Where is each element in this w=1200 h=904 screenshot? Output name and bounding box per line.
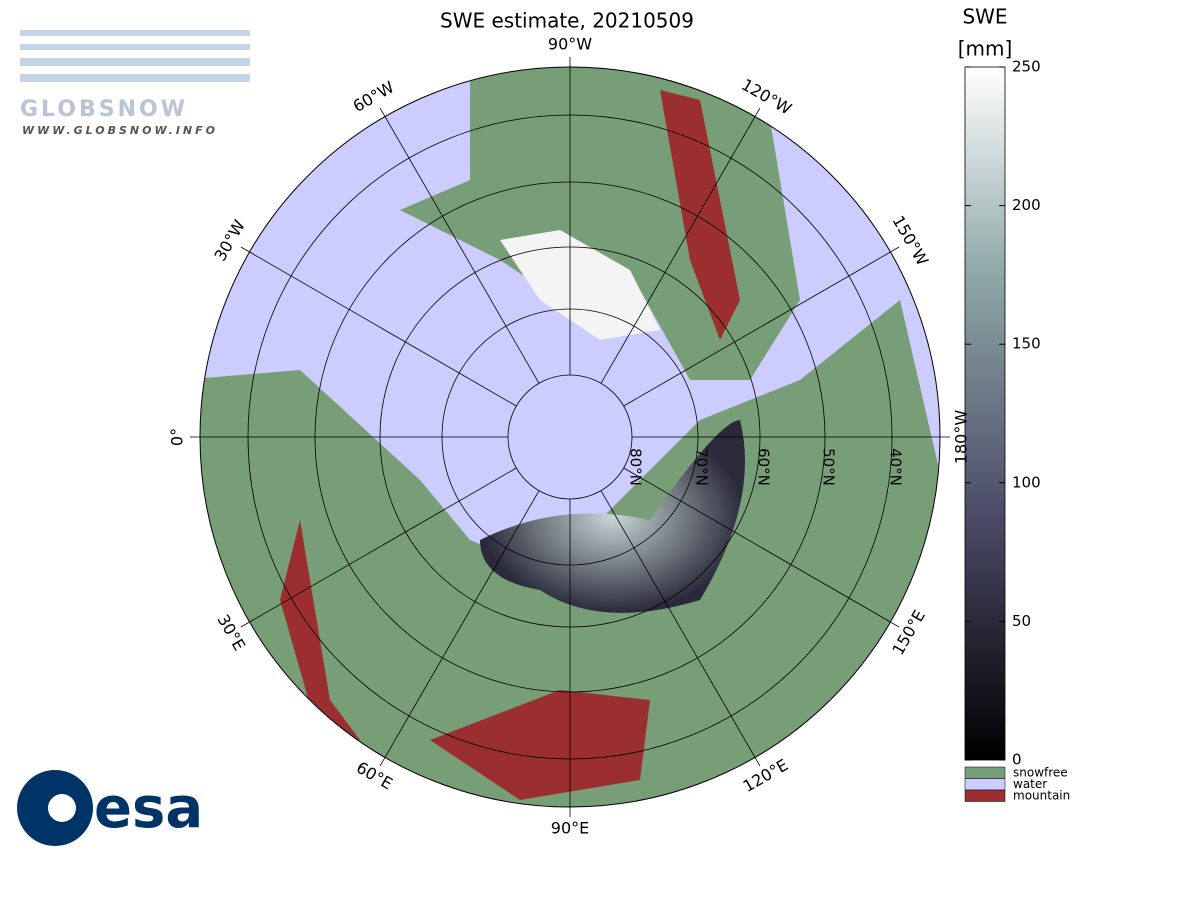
meridian-line [240, 467, 517, 628]
meridian-label: 60°E [353, 758, 396, 794]
legend-label: snowfree [1013, 766, 1068, 780]
legend-swatch [964, 789, 1006, 802]
colorbar-tick-label: 100 [1012, 473, 1041, 491]
meridian-label: 180°W [952, 410, 971, 465]
latitude-label: 80°N [627, 448, 645, 486]
meridian-line [379, 490, 540, 767]
meridian-line [240, 246, 517, 407]
meridian-label: 30°E [214, 611, 250, 654]
latitude-label: 70°N [693, 448, 711, 486]
meridian-label: 90°W [548, 35, 592, 54]
logo-stripe [20, 30, 250, 36]
graticule [190, 57, 950, 817]
meridian-label: 0° [168, 428, 187, 446]
snow-cover [480, 420, 745, 613]
colorbar-title: SWE [962, 5, 1007, 29]
esa-text: esa [94, 776, 203, 841]
colorbar-tick-label: 250 [1012, 58, 1041, 76]
meridian-line [623, 246, 900, 407]
logo-stripe [20, 74, 250, 82]
legend-label: mountain [1013, 789, 1070, 803]
meridian-label: 30°W [210, 216, 249, 264]
colorbar-tick-label: 0 [1012, 751, 1022, 769]
esa-logo: esa [17, 770, 203, 846]
colorbar-unit: [mm] [958, 37, 1013, 61]
meridian-label: 60°W [350, 77, 398, 116]
legend-swatch [964, 766, 1006, 779]
logo-url: WWW.GLOBSNOW.INFO [22, 124, 218, 137]
globsnow-logo: GLOBSNOW WWW.GLOBSNOW.INFO [20, 30, 250, 137]
map-title: SWE estimate, 20210509 [440, 9, 694, 33]
snow-cover-high [500, 230, 660, 340]
legend-swatch [964, 778, 1006, 791]
colorbar-tick-label: 50 [1012, 612, 1031, 630]
legend-label: water [1013, 777, 1047, 791]
meridian-line [623, 467, 900, 628]
latitude-label: 40°N [887, 448, 905, 486]
meridian-line [379, 107, 540, 384]
meridian-line [600, 107, 761, 384]
colorbar [964, 66, 1006, 761]
latitude-label: 60°N [755, 448, 773, 486]
logo-text: GLOBSNOW [20, 97, 188, 122]
latitude-label: 50°N [820, 448, 838, 486]
colorbar-tick-label: 200 [1012, 196, 1041, 214]
map-border [199, 66, 941, 808]
esa-emblem-inner [48, 794, 76, 822]
meridian-line [600, 490, 761, 767]
colorbar-tick-label: 150 [1012, 335, 1041, 353]
logo-stripe [20, 44, 250, 50]
logo-stripe [20, 58, 250, 66]
meridian-label: 90°E [551, 819, 589, 838]
